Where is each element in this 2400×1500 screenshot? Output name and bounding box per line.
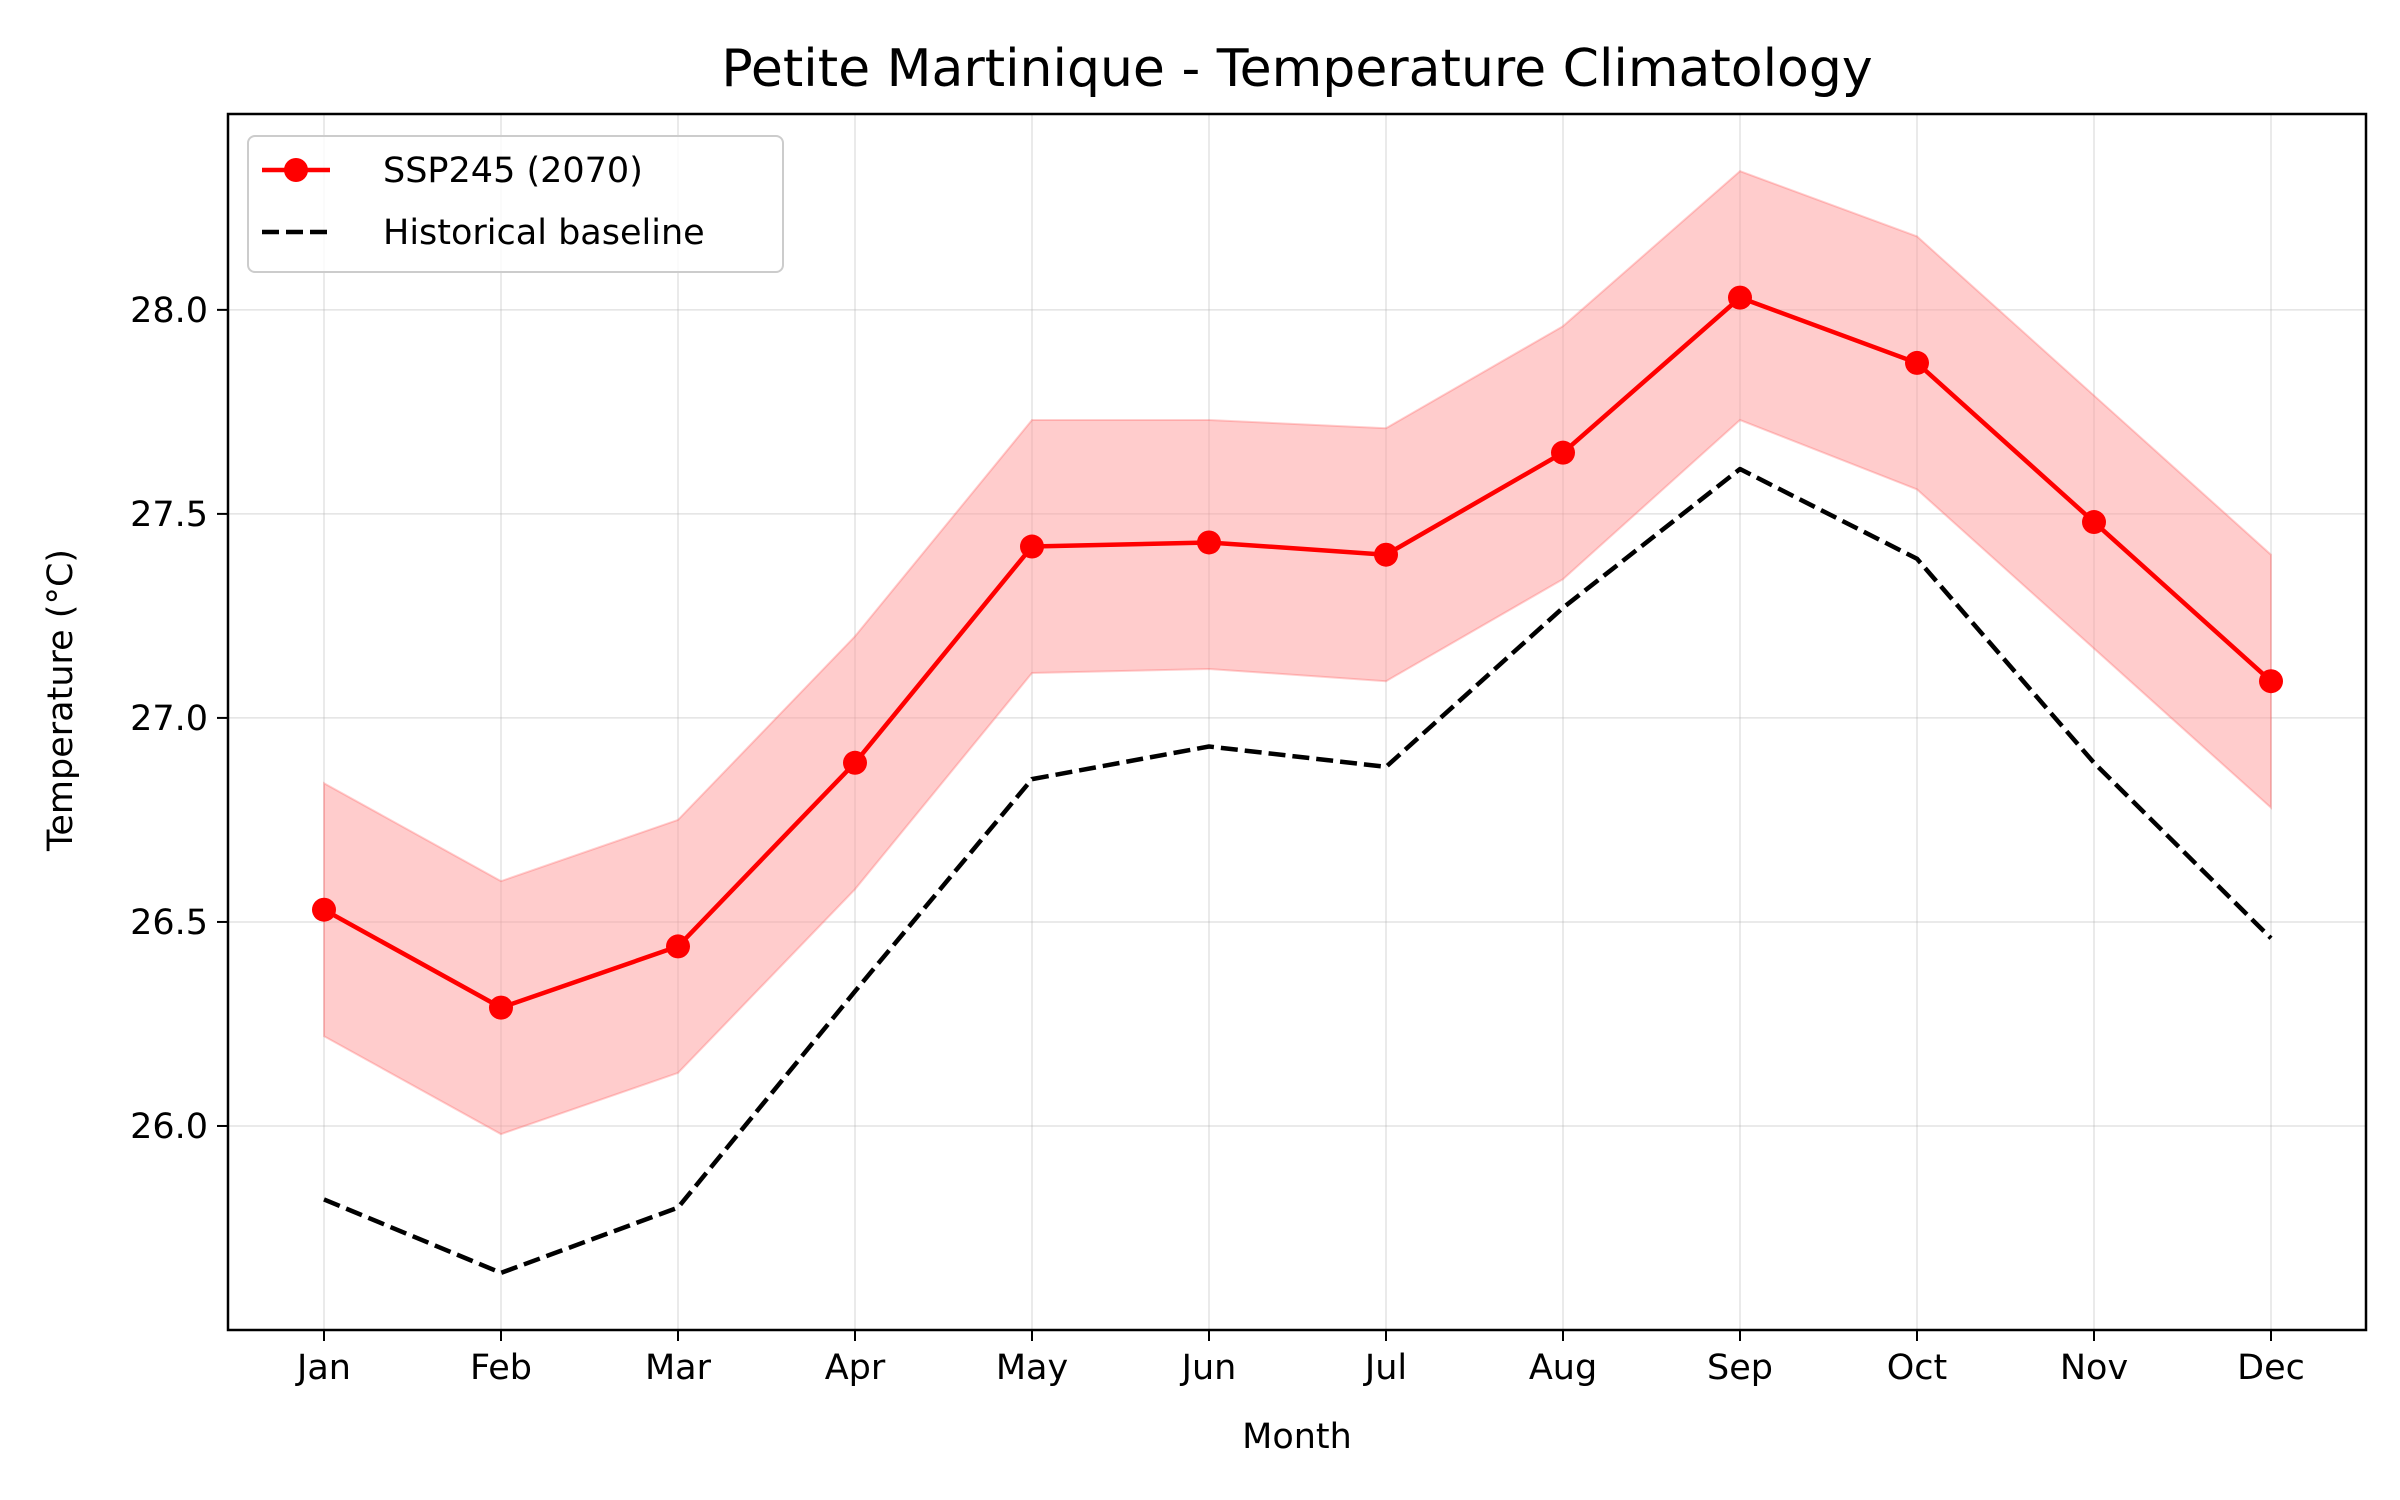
legend-box	[247, 135, 784, 273]
x-tick-label: Sep	[1707, 1348, 1773, 1388]
y-tick-label: 28.0	[130, 291, 208, 331]
ssp245-line	[322, 295, 2273, 1010]
x-tick-label: May	[996, 1348, 1068, 1388]
data-point	[1905, 350, 1929, 375]
x-axis-title: Month	[1242, 1417, 1352, 1457]
x-tick-label: Aug	[1529, 1348, 1597, 1388]
legend-label: SSP245 (2070)	[383, 151, 643, 191]
x-tick-label: Jun	[1180, 1348, 1237, 1388]
plot-area-frame	[226, 112, 2368, 1332]
x-tick-label: Feb	[470, 1348, 532, 1388]
legend-swatch-marker	[284, 158, 308, 182]
series-markers	[312, 285, 2283, 1020]
y-axis-title: Temperature (°C)	[41, 549, 81, 852]
chart-title: Petite Martinique - Temperature Climatol…	[721, 39, 1872, 99]
x-axis-ticks: Jan Feb Mar Apr May Jun Jul Aug Sep Oct Nov Dec	[295, 1330, 2305, 1388]
legend: SSP245 (2070) Historical baseline	[247, 135, 784, 273]
y-tick-label: 26.5	[130, 903, 208, 943]
x-tick-label: Dec	[2237, 1348, 2305, 1388]
data-point	[489, 995, 513, 1020]
x-tick-label: Nov	[2060, 1348, 2128, 1388]
historical-baseline-line	[323, 466, 2273, 1276]
data-point	[1020, 534, 1044, 559]
legend-label: Historical baseline	[383, 213, 705, 253]
uncertainty-band	[323, 169, 2272, 1136]
y-axis-ticks: 26.0 26.5 27.0 27.5 28.0	[130, 291, 228, 1147]
data-point	[666, 934, 690, 959]
x-tick-label: Jul	[1363, 1348, 1407, 1388]
y-tick-label: 26.0	[130, 1107, 208, 1147]
data-point	[312, 897, 336, 922]
data-point	[1551, 440, 1575, 465]
series-lines	[322, 295, 2273, 1276]
data-point	[2082, 510, 2106, 535]
data-point	[2259, 669, 2283, 694]
y-tick-label: 27.5	[130, 495, 208, 535]
data-point	[1197, 530, 1221, 555]
y-tick-label: 27.0	[130, 699, 208, 739]
data-point	[1728, 285, 1752, 310]
x-tick-label: Oct	[1887, 1348, 1948, 1388]
data-point	[843, 750, 867, 775]
uncertainty-bands	[323, 169, 2272, 1136]
x-tick-label: Jan	[295, 1348, 351, 1388]
x-tick-label: Mar	[645, 1348, 712, 1388]
data-point	[1374, 542, 1398, 567]
x-tick-label: Apr	[825, 1348, 886, 1388]
